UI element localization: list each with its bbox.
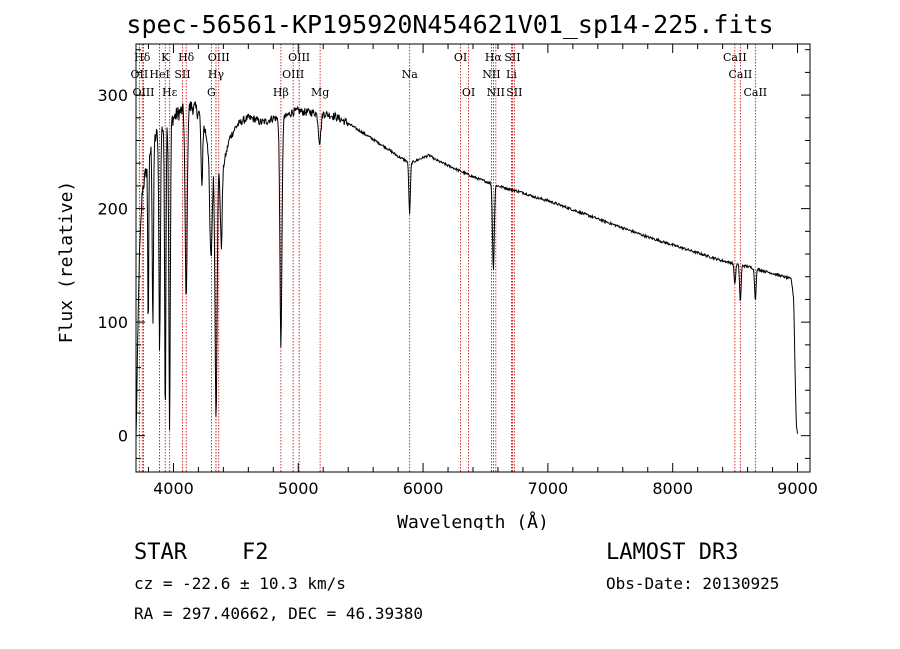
tick-layer: 4000 5000 6000 7000 8000 9000 0 100 200 300 (97, 44, 818, 498)
spectrum-line (135, 101, 798, 439)
line-marker-label: NII (487, 86, 505, 99)
y-tick-label: 300 (97, 86, 128, 105)
line-marker-label: SII (174, 68, 190, 81)
line-marker-label: CaII (743, 86, 767, 99)
line-marker-label: Hδ (134, 51, 151, 64)
line-marker-label: OI (462, 86, 475, 99)
line-marker-label: Hα (485, 51, 503, 64)
object-class: STAR (134, 540, 187, 565)
line-marker-label: K (161, 51, 170, 64)
y-tick-label: 100 (97, 313, 128, 332)
redshift-readout: cz = -22.6 ± 10.3 km/s (134, 574, 346, 593)
plot-frame (135, 43, 811, 473)
line-marker-label: Hε (162, 86, 178, 99)
axes-layer (135, 43, 811, 473)
line-marker-label: OIII (132, 86, 154, 99)
y-axis-label: Flux (relative) (56, 181, 77, 344)
line-marker-label: CaII (729, 68, 753, 81)
object-subclass: F2 (242, 540, 269, 565)
x-tick-label: 4000 (153, 479, 194, 498)
x-axis-label: Wavelength (Å) (397, 511, 549, 530)
line-marker-label: Hγ (208, 68, 225, 81)
coordinates: RA = 297.40662, DEC = 46.39380 (134, 604, 423, 623)
line-marker-label: Mg (311, 86, 329, 99)
x-tick-label: 7000 (528, 479, 569, 498)
line-marker-label: HeI (149, 68, 169, 81)
line-marker-label: SII (506, 86, 522, 99)
chart-title: spec-56561-KP195920N454621V01_sp14-225.f… (126, 10, 774, 39)
x-tick-label: 5000 (278, 479, 319, 498)
obs-date: Obs-Date: 20130925 (606, 574, 780, 593)
y-tick-label: 0 (118, 427, 128, 446)
line-marker-label: CaII (723, 51, 747, 64)
y-tick-label: 200 (97, 200, 128, 219)
survey-name: LAMOST DR3 (606, 540, 739, 565)
line-marker-label: OIII (208, 51, 230, 64)
line-marker-label: OIII (288, 51, 310, 64)
spectrum-figure: 4000 5000 6000 7000 8000 9000 0 100 200 300 Hδ K Hδ… (56, 43, 818, 530)
x-tick-label: 9000 (777, 479, 818, 498)
x-tick-label: 8000 (652, 479, 693, 498)
x-tick-label: 6000 (403, 479, 444, 498)
line-marker-label: SII (504, 51, 520, 64)
line-marker-label: Na (402, 68, 419, 81)
line-marker-label: OIII (282, 68, 304, 81)
spectrum-layer (135, 101, 798, 439)
line-marker-label: NII (482, 68, 500, 81)
line-marker-label: G (207, 86, 216, 99)
line-marker-layer (138, 44, 756, 472)
line-marker-label: OII (131, 68, 149, 81)
line-marker-label: Hδ (178, 51, 195, 64)
line-marker-label: Hβ (273, 86, 289, 99)
line-marker-label: OI (454, 51, 467, 64)
line-marker-label: Li (506, 68, 517, 81)
